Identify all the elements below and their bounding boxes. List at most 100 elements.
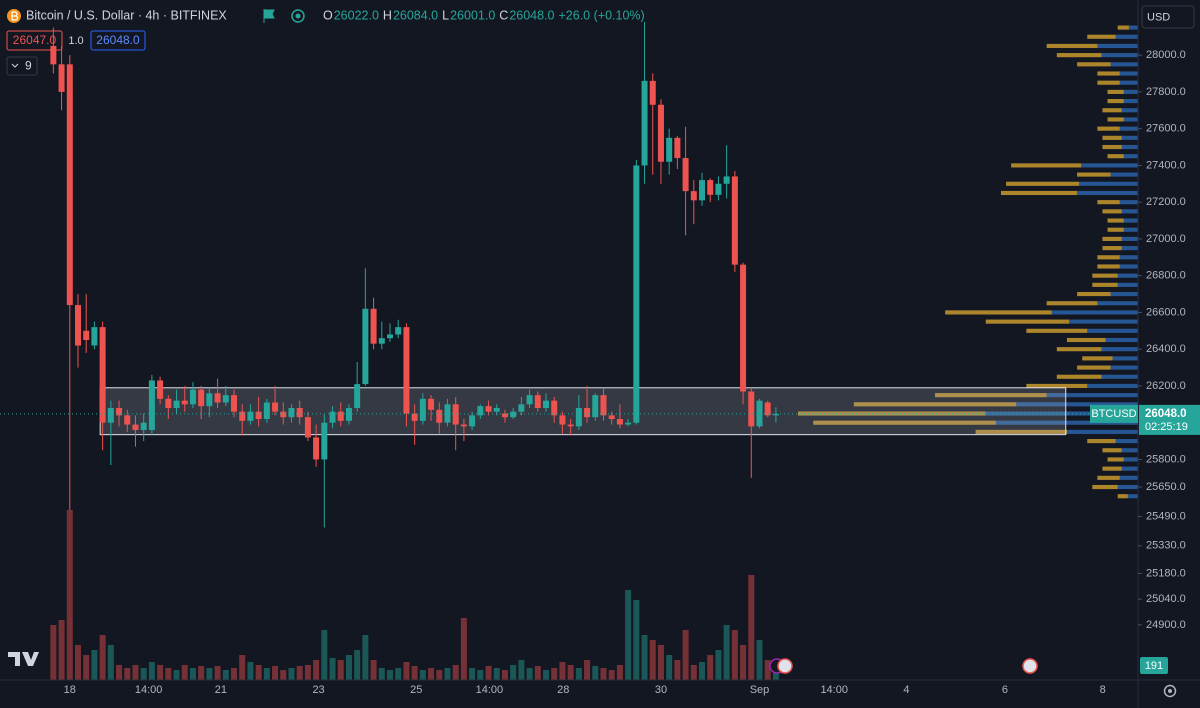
volume-bar [699, 662, 706, 680]
candle-body [255, 411, 262, 420]
change: +26.0 (+0.10%) [559, 8, 645, 22]
volume-bar [510, 665, 517, 680]
profile-bar-outer [1107, 99, 1124, 104]
profile-bar-inner [1123, 154, 1138, 159]
profile-bar-inner [1121, 209, 1138, 214]
candle-body [165, 398, 172, 408]
profile-bar-inner [1119, 264, 1138, 269]
symbol-label: BTCUSD [1091, 408, 1136, 420]
volume-bar [428, 668, 435, 680]
candle-body [575, 408, 582, 427]
currency-select[interactable] [1141, 5, 1195, 29]
profile-bar-inner [1123, 457, 1138, 462]
profile-bar-outer [1097, 126, 1120, 131]
candle-body [600, 395, 607, 416]
ask-box[interactable] [90, 30, 146, 51]
candle-body [625, 422, 632, 425]
profile-bar-inner [1112, 356, 1138, 361]
volume-bar [181, 665, 188, 680]
profile-bar-outer [1092, 273, 1118, 278]
candle-body [616, 419, 623, 425]
volume-bar [592, 666, 599, 680]
profile-bar-inner [1115, 439, 1138, 444]
volume-bar [280, 670, 287, 680]
candle-body [543, 400, 550, 408]
candle-body [740, 264, 747, 392]
volume-bar [740, 645, 747, 680]
profile-bar-outer [1117, 25, 1129, 30]
status-icon[interactable] [291, 9, 305, 23]
profile-bar-inner [1105, 337, 1138, 343]
candle-body [206, 393, 213, 407]
volume-bar [452, 665, 459, 680]
volume-bar [362, 635, 369, 680]
candle-body [411, 413, 418, 421]
candle-body [641, 80, 648, 166]
event-icon[interactable] [777, 658, 793, 674]
profile-bar-inner [985, 411, 1138, 416]
ohlc-label: H [383, 8, 392, 22]
profile-bar-inner [1016, 402, 1138, 407]
profile-bar-outer [1026, 328, 1088, 333]
volume-bar [75, 645, 82, 680]
event-icon[interactable] [1022, 658, 1038, 674]
volume-bar [625, 590, 632, 680]
volume-bar [575, 668, 582, 680]
bid-box[interactable] [6, 30, 63, 51]
volume-bar [657, 645, 664, 680]
volume-bar [255, 665, 262, 680]
volume-badge [1140, 657, 1168, 674]
volume-bar [411, 666, 418, 680]
candle-body [501, 413, 508, 418]
candle-body [272, 402, 279, 412]
candle-body [690, 191, 697, 201]
x-tick-label: 14:00 [135, 684, 163, 696]
profile-bar-outer [1097, 80, 1120, 85]
profile-bar-inner [1066, 429, 1138, 434]
volume-bar [559, 662, 566, 680]
candle-body [419, 398, 426, 421]
candle-body [263, 402, 270, 420]
candle-body [485, 406, 492, 412]
volume-bar [107, 645, 114, 680]
profile-bar-inner [1110, 365, 1138, 370]
y-tick-label: 25040.0 [1146, 593, 1186, 605]
volume-bar [731, 630, 738, 680]
profile-bar-outer [1046, 301, 1098, 306]
volume-bar [66, 510, 73, 680]
ohlc-legend: O 26022.0 H 26084.0 L 26001.0 C 26048.0 +26.0 (+… [323, 8, 645, 22]
candle-body [329, 411, 336, 423]
candle-body [124, 415, 131, 425]
ohlc-value: 26048.0 [509, 8, 554, 22]
profile-bar-inner [1127, 494, 1138, 499]
candle-body [107, 408, 114, 423]
x-tick-label: 25 [410, 684, 422, 696]
profile-bar-outer [813, 420, 996, 425]
candle-body [403, 327, 410, 414]
chevron [11, 63, 19, 68]
volume-bar [247, 662, 254, 680]
profile-bar-inner [1081, 163, 1138, 168]
candle-body [75, 305, 82, 346]
profile-bar-inner [1115, 34, 1138, 39]
profile-bar-inner [1121, 448, 1138, 453]
y-tick-label: 25180.0 [1146, 567, 1186, 579]
profile-bar-outer [1097, 200, 1120, 205]
profile-bar-inner [1101, 374, 1138, 379]
candle-body [247, 411, 254, 421]
profile-bar-inner [1128, 25, 1138, 30]
volume-bar [345, 655, 352, 680]
settings-icon[interactable] [1163, 684, 1177, 698]
indicator-toggle[interactable] [6, 56, 38, 76]
profile-bar-outer [1077, 365, 1111, 370]
volume-bar [132, 665, 139, 680]
flag-icon[interactable] [263, 9, 275, 23]
candle-body [140, 422, 147, 431]
profile-bar-outer [1092, 484, 1118, 490]
y-tick-label: 26600.0 [1146, 306, 1186, 318]
tv-logo[interactable] [8, 652, 39, 666]
x-tick-label: 30 [655, 684, 667, 696]
candle-body [510, 411, 517, 418]
profile-bar-inner [1123, 227, 1138, 232]
profile-bar-outer [1102, 246, 1122, 251]
